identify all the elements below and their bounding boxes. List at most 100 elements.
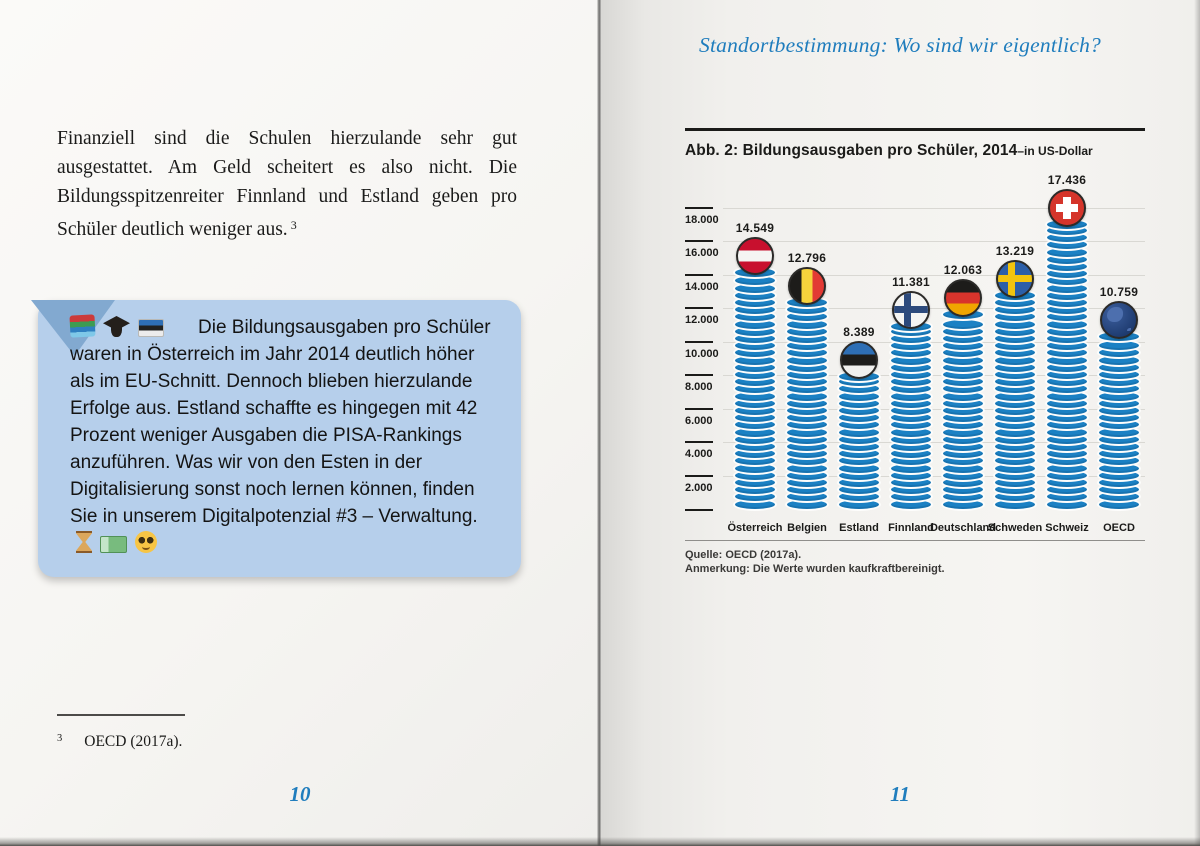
- page-bottom-shadow: [0, 837, 1200, 846]
- estonia-flag-icon: [138, 319, 164, 337]
- graduation-cap-icon: [103, 316, 130, 337]
- page-number-right: 11: [890, 782, 910, 806]
- gridline-18.000: [723, 207, 1145, 209]
- bar-Finnland: 11.381 Finnland: [888, 209, 934, 534]
- figure-bottom-rule: [685, 540, 1145, 541]
- bar-chart: 2.000 4.000 6.000 8.000 10.000 12.000 14.000 16…: [685, 173, 1145, 534]
- y-tick-4.000: [685, 441, 713, 444]
- footnote: 3 OECD (2017a).: [57, 733, 182, 751]
- bar-category-label: Schweiz: [1045, 521, 1089, 534]
- hourglass-icon: [76, 531, 92, 553]
- chart-bars: 14.549 Österreich 12.796 Belgien 8.389 Estlan…: [723, 173, 1145, 534]
- bar-value: 10.759: [1099, 285, 1139, 299]
- chapter-header: Standortbestimmung: Wo sind wir eigentli…: [699, 33, 1101, 57]
- page-right: Standortbestimmung: Wo sind wir eigentli…: [600, 0, 1200, 846]
- bar-OECD: 10.759 OECD: [1097, 209, 1141, 534]
- gridline-16.000: [723, 241, 1145, 243]
- bar-category-label: Finnland: [888, 521, 934, 534]
- book-gutter-shadow: [597, 0, 601, 846]
- footnote-reference: 3: [290, 218, 297, 232]
- y-label-8.000: 8.000: [685, 381, 713, 394]
- y-tick-baseline: [685, 508, 713, 511]
- gridline-4.000: [723, 442, 1145, 444]
- gridline-6.000: [723, 408, 1145, 410]
- belgium-flag-icon: [788, 266, 826, 305]
- y-label-12.000: 12.000: [685, 314, 719, 327]
- bar-Schweden: 13.219 Schweden: [988, 209, 1042, 534]
- y-label-6.000: 6.000: [685, 414, 713, 427]
- austria-flag-icon: [736, 237, 774, 276]
- y-tick-14.000: [685, 273, 713, 276]
- sweden-flag-icon: [996, 259, 1034, 298]
- page-number-left: 10: [289, 782, 311, 806]
- bar-category-label: Estland: [839, 521, 879, 534]
- bar-category-label: OECD: [1103, 521, 1135, 534]
- figure-title-main: Abb. 2: Bildungsausgaben pro Schüler, 20…: [685, 141, 1018, 159]
- bar-value: 8.389: [843, 324, 875, 339]
- figure-title-suffix: –in US-Dollar: [1017, 143, 1093, 158]
- euro-banknote-icon: [100, 536, 127, 553]
- bubble-icons-start: [69, 314, 172, 338]
- figure-title: Abb. 2: Bildungsausgaben pro Schüler, 20…: [685, 142, 1145, 160]
- page-edge-shadow: [1194, 0, 1200, 846]
- footnote-divider: [57, 714, 185, 716]
- bar-Deutschland: 12.063 Deutschland: [930, 209, 996, 533]
- figure-source-block: Quelle: OECD (2017a). Anmerkung: Die Wer…: [685, 548, 1145, 576]
- switzerland-flag-icon: [1048, 188, 1086, 227]
- bubble-text: Die Bildungsausgaben pro Schüler waren i…: [70, 317, 491, 527]
- gridline-12.000: [723, 308, 1145, 310]
- figure: Abb. 2: Bildungsausgaben pro Schüler, 20…: [685, 128, 1145, 534]
- globe-flag-icon: [1100, 301, 1138, 339]
- bar-value: 12.796: [787, 250, 827, 265]
- bar-Belgien: 12.796 Belgien: [785, 209, 829, 534]
- footnote-number: 3: [57, 733, 63, 744]
- bubble-icons-end: [76, 531, 165, 554]
- paragraph-text: Finanziell sind die Schulen hierzulande …: [57, 128, 517, 240]
- bar-value: 14.549: [735, 221, 775, 236]
- y-label-10.000: 10.000: [685, 347, 719, 360]
- y-tick-16.000: [685, 240, 713, 243]
- nerd-face-icon: [135, 531, 157, 553]
- figure-top-rule: [685, 128, 1145, 131]
- bar-category-label: Belgien: [787, 521, 827, 534]
- books-icon: [69, 314, 96, 338]
- y-tick-2.000: [685, 474, 713, 477]
- y-label-18.000: 18.000: [685, 213, 719, 226]
- y-tick-8.000: [685, 374, 713, 377]
- y-label-14.000: 14.000: [685, 280, 719, 293]
- y-tick-6.000: [685, 407, 713, 410]
- gridline-2.000: [723, 475, 1145, 477]
- bar-Estland: 8.389 Estland: [837, 209, 881, 534]
- germany-flag-icon: [944, 279, 982, 318]
- y-label-2.000: 2.000: [685, 481, 713, 494]
- gridline-10.000: [723, 341, 1145, 343]
- bar-value: 17.436: [1047, 172, 1087, 187]
- bar-category-label: Österreich: [727, 521, 783, 534]
- y-tick-18.000: [685, 206, 713, 209]
- gridline-8.000: [723, 375, 1145, 377]
- speech-bubble: Die Bildungsausgaben pro Schüler waren i…: [38, 300, 521, 577]
- bar-value: 13.219: [995, 243, 1035, 258]
- y-label-16.000: 16.000: [685, 247, 719, 260]
- figure-note: Anmerkung: Die Werte wurden kaufkraftber…: [685, 563, 945, 575]
- chart-plot: 14.549 Österreich 12.796 Belgien 8.389 Estlan…: [723, 173, 1145, 534]
- speech-bubble-content: Die Bildungsausgaben pro Schüler waren i…: [69, 314, 495, 557]
- y-tick-12.000: [685, 307, 713, 310]
- bar-Österreich: 14.549 Österreich: [727, 209, 782, 533]
- y-tick-10.000: [685, 340, 713, 343]
- finland-flag-icon: [892, 290, 930, 329]
- page-left: Finanziell sind die Schulen hierzulande …: [0, 0, 600, 846]
- bar-Schweiz: 17.436 Schweiz: [1045, 173, 1089, 534]
- bar-category-label: Schweden: [987, 521, 1043, 534]
- estonia-flag-icon: [840, 340, 878, 379]
- bar-value: 12.063: [943, 263, 983, 278]
- figure-source: Quelle: OECD (2017a).: [685, 549, 802, 561]
- gridline-14.000: [723, 274, 1145, 276]
- bar-category-label: Deutschland: [929, 521, 996, 534]
- bar-value: 11.381: [892, 274, 930, 289]
- body-paragraph: Finanziell sind die Schulen hierzulande …: [57, 124, 517, 244]
- y-label-4.000: 4.000: [685, 448, 713, 461]
- footnote-text: OECD (2017a).: [84, 733, 183, 750]
- chart-yaxis: 2.000 4.000 6.000 8.000 10.000 12.000 14.000 16…: [685, 206, 719, 511]
